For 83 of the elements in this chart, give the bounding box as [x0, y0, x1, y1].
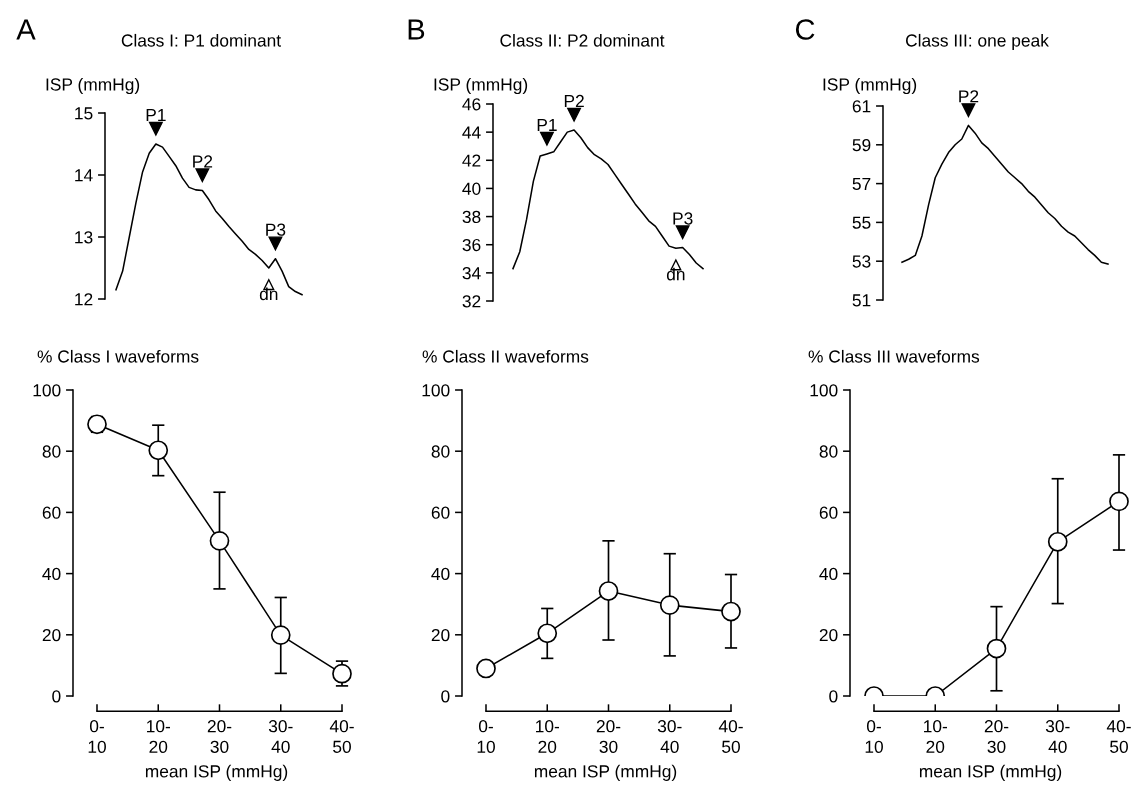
y-tick-label: 12 — [75, 293, 93, 306]
y-tick-label: 0 — [829, 690, 838, 703]
y-tick-label: 0 — [441, 690, 450, 703]
point — [270, 625, 291, 645]
x-tick-label: 20- 30 — [207, 720, 232, 753]
y-tick-label: 40 — [431, 567, 450, 581]
x-tick-label: 30- 40 — [1045, 720, 1070, 753]
y-tick-label: 15 — [75, 107, 93, 120]
y-tick-label: 44 — [462, 126, 481, 139]
y-tick-label: 20 — [431, 628, 450, 642]
chart-title: % Class I waveforms — [37, 349, 199, 363]
text: A — [16, 19, 36, 40]
x-axis-title: mean ISP (mmHg) — [919, 764, 1062, 781]
point — [598, 581, 619, 601]
y-axis-title: ISP (mmHg) — [823, 77, 917, 95]
point — [1109, 491, 1129, 512]
text: C — [795, 19, 815, 40]
y-tick-label: 61 — [852, 100, 871, 113]
annotation: P1 — [146, 109, 166, 121]
x-tick-label: 40- 50 — [1106, 720, 1131, 753]
annotation: P2 — [959, 90, 979, 103]
annotation: dn — [666, 267, 685, 281]
y-tick-label: 20 — [819, 628, 838, 642]
y-tick-label: 13 — [75, 231, 93, 244]
x-tick-label: 0- 10 — [477, 720, 495, 753]
point — [476, 658, 496, 679]
y-tick-label: 40 — [42, 567, 61, 581]
y-axis-title: ISP (mmHg) — [434, 77, 528, 95]
point — [148, 440, 169, 461]
annotation: P3 — [266, 223, 286, 236]
y-tick-label: 38 — [462, 210, 481, 224]
y-tick-label: 0 — [52, 690, 61, 703]
x-tick-label: 20- 30 — [596, 720, 621, 753]
chart-title: Class III: one peak — [905, 33, 1049, 51]
annotation: P3 — [673, 212, 693, 225]
y-tick-label: 32 — [462, 295, 481, 308]
point — [1047, 531, 1068, 552]
point — [537, 623, 558, 644]
x-axis-title: mean ISP (mmHg) — [534, 764, 677, 781]
annotation: P2 — [564, 94, 584, 107]
y-tick-label: 60 — [431, 506, 450, 519]
y-tick-label: 51 — [852, 294, 871, 307]
x-tick-label: 30- 40 — [657, 720, 682, 753]
y-axis-title: ISP (mmHg) — [46, 77, 140, 95]
y-tick-label: 80 — [819, 445, 838, 458]
chart-title: Class I: P1 dominant — [121, 33, 281, 47]
y-tick-label: 59 — [852, 138, 871, 152]
annotation: P1 — [537, 118, 557, 131]
x-tick-label: 40- 50 — [718, 720, 743, 753]
y-tick-label: 36 — [462, 238, 481, 252]
y-tick-label: 80 — [431, 445, 450, 458]
x-tick-label: 20- 30 — [984, 720, 1009, 753]
y-tick-label: 40 — [819, 567, 838, 581]
y-tick-label: 100 — [33, 384, 61, 397]
x-tick-label: 30- 40 — [268, 720, 293, 753]
y-tick-label: 57 — [852, 177, 871, 191]
line-series — [901, 124, 1109, 265]
x-tick-label: 0- 10 — [88, 720, 106, 753]
annotation: P2 — [193, 155, 213, 168]
point — [659, 595, 680, 615]
x-tick-label: 0- 10 — [865, 720, 883, 753]
chart-title: % Class II waveforms — [422, 349, 589, 363]
point — [721, 601, 741, 622]
y-tick-label: 14 — [75, 169, 93, 182]
y-tick-label: 40 — [462, 182, 481, 195]
annotation: dn — [259, 287, 278, 301]
y-tick-label: 100 — [422, 384, 450, 397]
y-tick-label: 42 — [462, 154, 481, 167]
x-axis-title: mean ISP (mmHg) — [145, 764, 288, 781]
y-tick-label: 53 — [852, 255, 871, 268]
y-tick-label: 55 — [852, 216, 871, 229]
y-tick-label: 60 — [42, 506, 61, 519]
chart-title: % Class III waveforms — [808, 349, 980, 363]
y-tick-label: 34 — [462, 267, 481, 280]
point — [209, 530, 230, 551]
chart-title: Class II: P2 dominant — [500, 33, 665, 47]
y-tick-label: 46 — [462, 98, 481, 111]
x-tick-label: 40- 50 — [329, 720, 354, 753]
y-tick-label: 60 — [819, 506, 838, 519]
text: B — [408, 19, 425, 40]
y-tick-label: 100 — [810, 384, 838, 397]
y-tick-label: 80 — [42, 445, 61, 458]
y-tick-label: 20 — [42, 628, 61, 642]
